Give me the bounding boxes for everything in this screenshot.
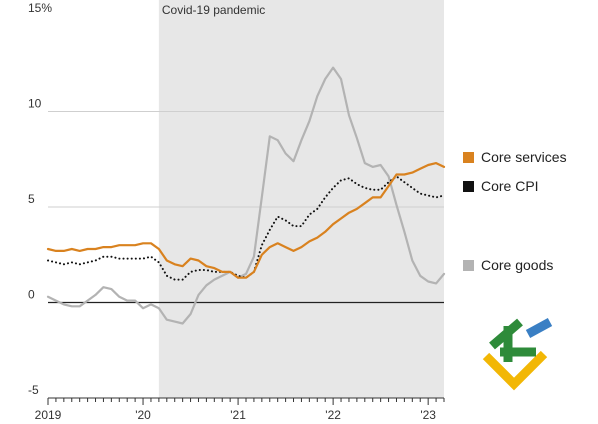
legend-item: Core services	[463, 149, 567, 165]
x-tick-label: '21	[230, 408, 246, 422]
logo-blue-mark	[525, 318, 553, 338]
legend-item: Core goods	[463, 257, 553, 273]
legend-label: Core CPI	[481, 178, 539, 194]
y-tick-label: 5	[28, 192, 35, 206]
legend-item: Core CPI	[463, 178, 539, 194]
series-line-core-services	[46, 162, 446, 279]
logo-green-mark	[489, 318, 536, 362]
y-tick-label: 10	[28, 97, 42, 111]
x-tick-label: '20	[135, 408, 151, 422]
legend: Core services Core CPI Core goods	[463, 149, 567, 273]
x-axis: 2019 '20 '21 '22 '23	[35, 397, 445, 422]
pandemic-band-layer: Covid-19 pandemic	[158, 0, 444, 398]
pandemic-shaded-band	[158, 0, 444, 398]
legend-swatch	[463, 181, 474, 192]
x-tick-label: '22	[325, 408, 341, 422]
legend-label: Core services	[481, 149, 567, 165]
x-tick-label: 2019	[35, 408, 62, 422]
logo-yellow-chevron	[482, 350, 548, 391]
y-axis-tick-labels: 15% 10 5 0 -5	[28, 1, 52, 397]
series-line-core-cpi	[47, 175, 445, 281]
series-line-core-goods	[46, 66, 446, 325]
legend-label: Core goods	[481, 257, 553, 273]
legend-swatch	[463, 260, 474, 271]
series-lines	[46, 66, 446, 325]
y-tick-label: -5	[28, 383, 39, 397]
pandemic-band-label: Covid-19 pandemic	[162, 3, 265, 17]
y-tick-label: 15%	[28, 1, 52, 15]
brand-logo	[482, 318, 553, 391]
y-tick-label: 0	[28, 288, 35, 302]
x-tick-label: '23	[420, 408, 436, 422]
legend-swatch	[463, 152, 474, 163]
